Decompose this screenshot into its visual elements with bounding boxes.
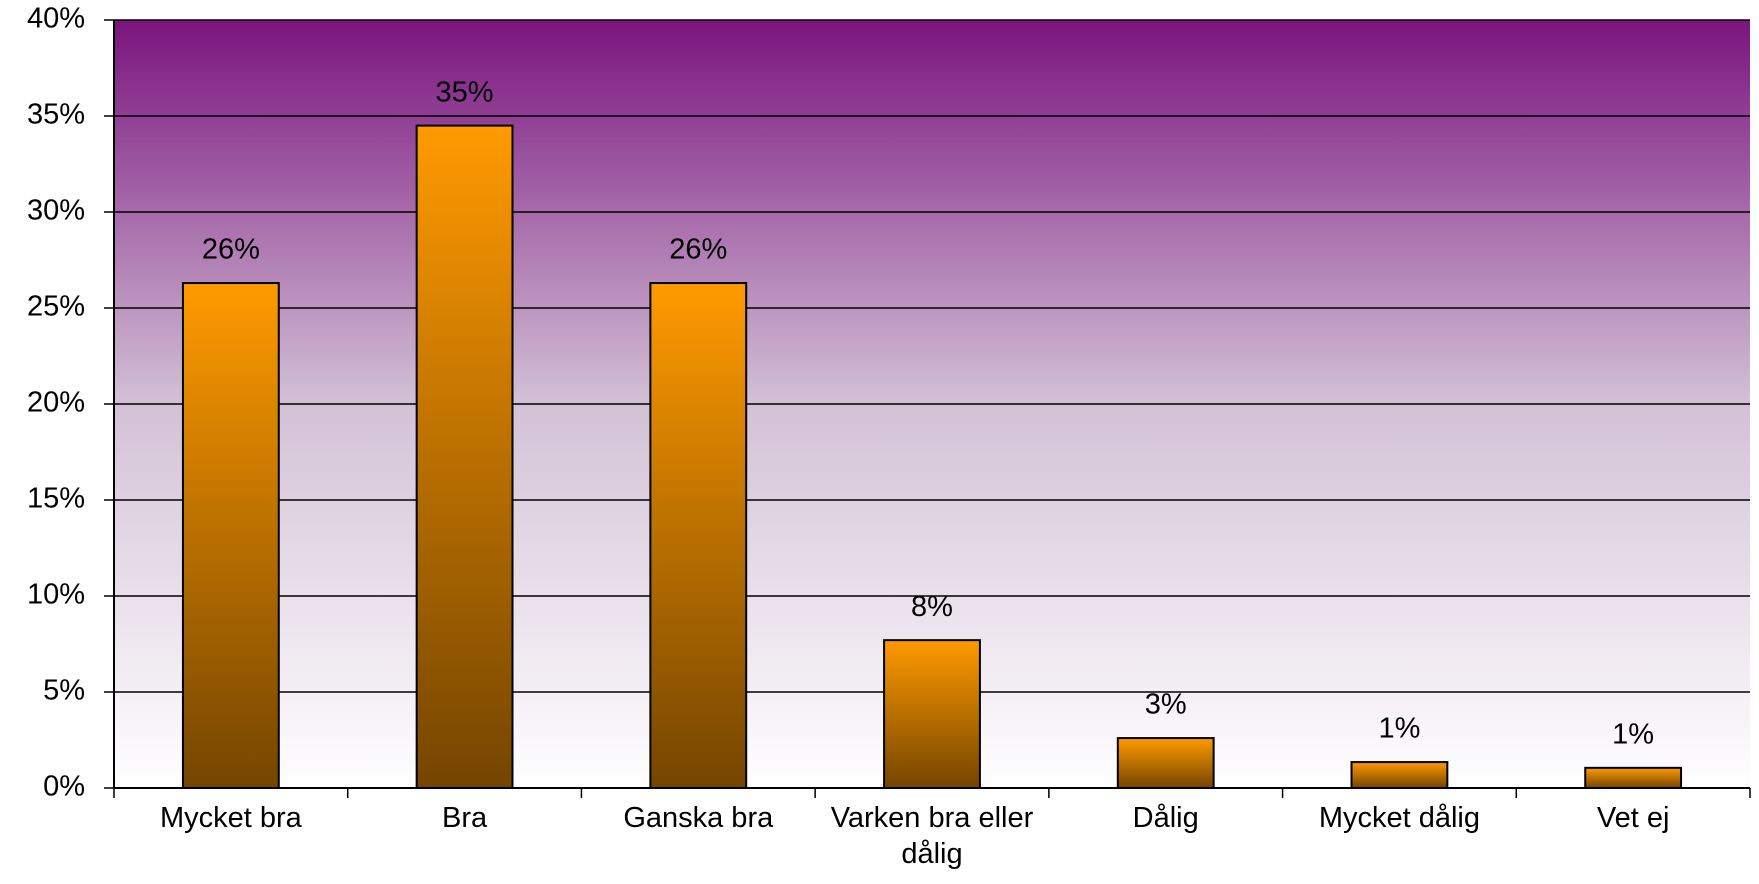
y-tick-label: 10% bbox=[27, 579, 85, 611]
value-label: 35% bbox=[436, 76, 494, 108]
value-label: 1% bbox=[1612, 718, 1654, 750]
x-tick-label: Ganska bra bbox=[623, 802, 774, 834]
y-tick-label: 15% bbox=[27, 483, 85, 515]
bar bbox=[181, 282, 280, 789]
y-tick-label: 25% bbox=[27, 291, 85, 323]
bar bbox=[1584, 766, 1683, 790]
x-tick-label: Dålig bbox=[1132, 802, 1199, 834]
y-tick-label: 30% bbox=[27, 195, 85, 227]
x-tick-label: Mycket dålig bbox=[1318, 802, 1480, 834]
value-label: 1% bbox=[1378, 713, 1420, 745]
value-label: 26% bbox=[202, 234, 260, 266]
bar bbox=[883, 639, 981, 789]
bar bbox=[1116, 737, 1215, 790]
value-label: 8% bbox=[911, 591, 953, 623]
bar bbox=[649, 282, 748, 789]
y-tick-label: 5% bbox=[43, 675, 85, 707]
x-tick-label: Mycket bra bbox=[159, 802, 302, 834]
x-tick-label: Bra bbox=[441, 802, 488, 834]
y-tick-label: 20% bbox=[27, 387, 85, 419]
bar bbox=[415, 124, 514, 790]
y-tick-label: 0% bbox=[43, 771, 85, 803]
value-label: 3% bbox=[1145, 689, 1187, 721]
value-label: 26% bbox=[669, 234, 727, 266]
y-tick-label: 40% bbox=[27, 3, 85, 35]
y-tick-label: 35% bbox=[27, 99, 85, 131]
bar bbox=[1350, 761, 1449, 790]
x-tick-label: Vet ej bbox=[1596, 802, 1670, 834]
x-tick-label: Varken bra eller dålig bbox=[830, 802, 1034, 870]
